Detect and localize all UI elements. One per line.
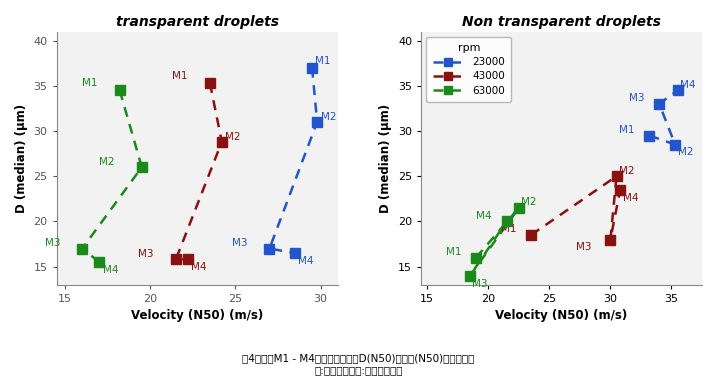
Text: M4: M4 [298, 256, 314, 266]
Text: M3: M3 [576, 242, 592, 252]
Text: M1: M1 [173, 70, 188, 81]
Text: 图4，涂层M1 - M4在不同速度下的D(N50)与速度(N50)的相关性。
左:透明液滴，右:不透明液滴。: 图4，涂层M1 - M4在不同速度下的D(N50)与速度(N50)的相关性。 左… [242, 354, 475, 375]
Text: M3: M3 [232, 238, 247, 248]
Text: M4: M4 [622, 193, 638, 203]
Text: M3: M3 [629, 93, 645, 103]
Legend: 23000, 43000, 63000: 23000, 43000, 63000 [427, 37, 511, 102]
Text: M2: M2 [521, 197, 537, 207]
Y-axis label: D (median) (μm): D (median) (μm) [379, 103, 392, 213]
Text: M3: M3 [44, 238, 60, 248]
X-axis label: Velocity (N50) (m/s): Velocity (N50) (m/s) [131, 309, 263, 322]
Text: M1: M1 [82, 78, 98, 88]
Text: M1: M1 [619, 125, 635, 135]
Text: M1: M1 [315, 56, 331, 66]
X-axis label: Velocity (N50) (m/s): Velocity (N50) (m/s) [495, 309, 627, 322]
Title: Non transparent droplets: Non transparent droplets [462, 15, 661, 29]
Text: M4: M4 [103, 265, 118, 275]
Text: M2: M2 [99, 157, 115, 168]
Text: M3: M3 [473, 279, 488, 288]
Text: M1: M1 [500, 224, 516, 234]
Text: M2: M2 [225, 132, 241, 142]
Text: M4: M4 [680, 80, 695, 89]
Text: M2: M2 [619, 166, 635, 175]
Text: M1: M1 [445, 247, 461, 257]
Title: transparent droplets: transparent droplets [115, 15, 279, 29]
Text: M2: M2 [320, 112, 336, 122]
Text: M4: M4 [191, 262, 206, 272]
Text: M3: M3 [138, 249, 154, 259]
Text: M2: M2 [678, 147, 693, 157]
Text: M4: M4 [476, 211, 492, 221]
Y-axis label: D (median) (μm): D (median) (μm) [15, 103, 28, 213]
